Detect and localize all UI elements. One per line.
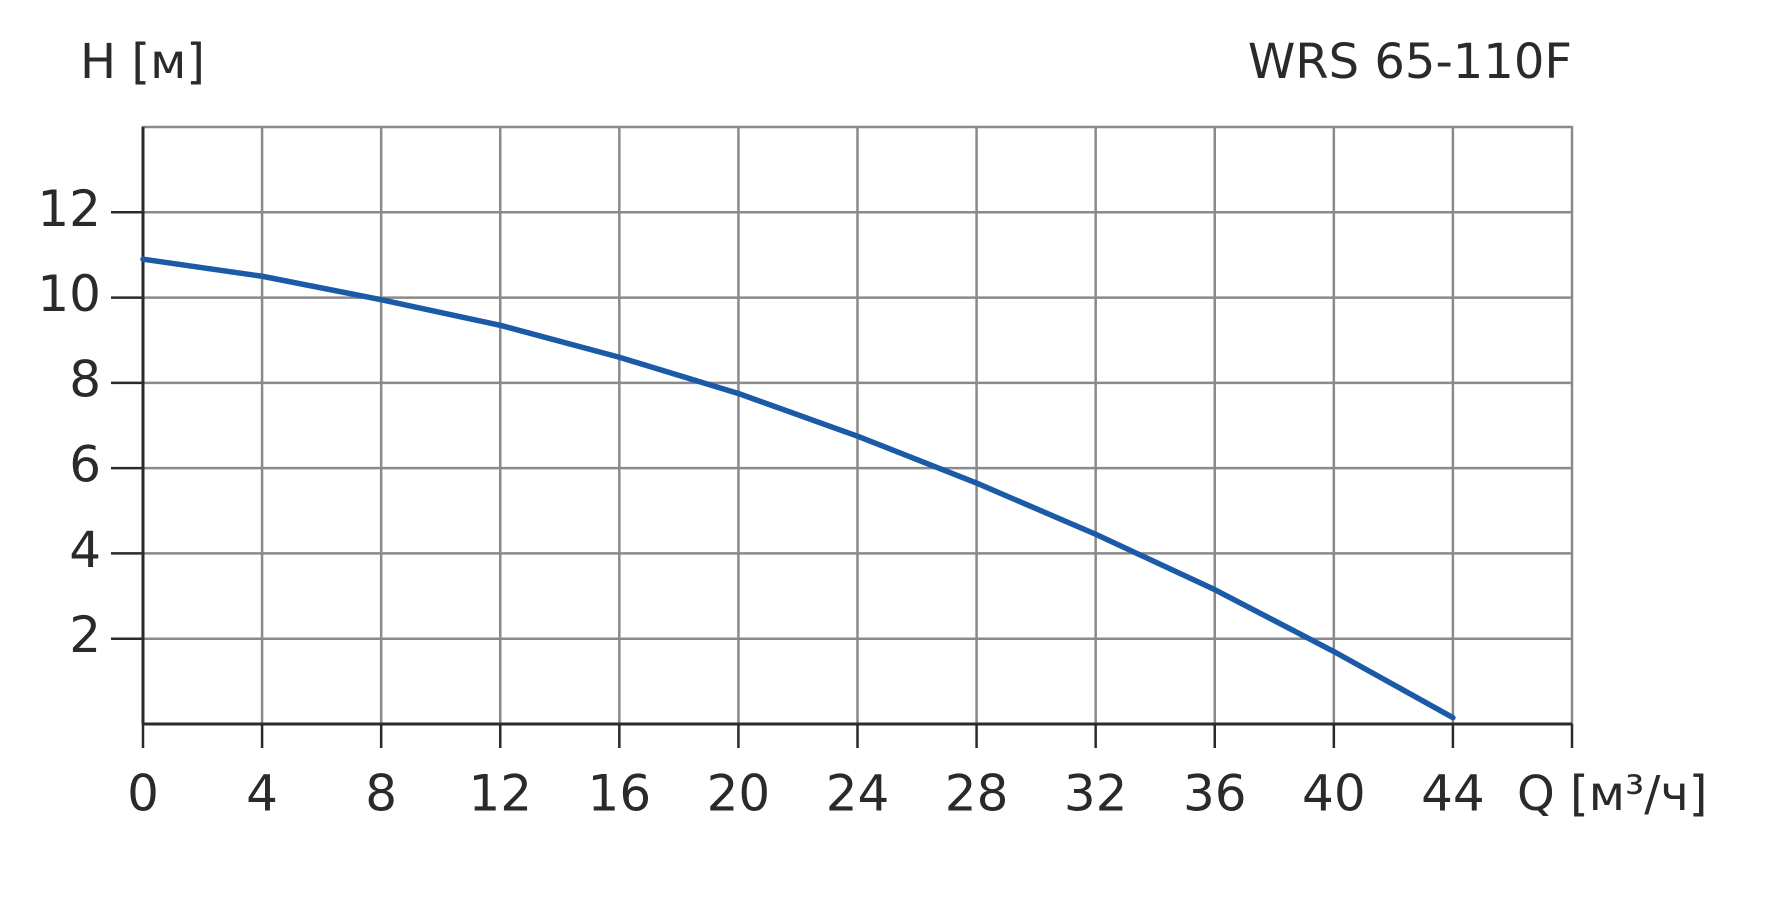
x-tick-label: 8 (365, 765, 397, 823)
x-tick-label: 0 (127, 765, 159, 823)
x-tick-label: 12 (468, 765, 532, 823)
chart-title: WRS 65-110F (1248, 34, 1572, 90)
y-tick-label: 8 (69, 350, 101, 408)
x-tick-label: 20 (707, 765, 771, 823)
data-line (140, 256, 1456, 721)
y-axis-label: H [м] (80, 34, 205, 90)
x-tick-label: 44 (1421, 765, 1485, 823)
y-tick-label: 4 (69, 521, 101, 579)
x-axis-label: Q [м³/ч] (1517, 766, 1707, 822)
x-tick-label: 4 (246, 765, 278, 823)
x-tick-label: 36 (1183, 765, 1247, 823)
x-tick-label: 40 (1302, 765, 1366, 823)
y-tick-label: 12 (37, 180, 101, 238)
x-tick-label: 28 (945, 765, 1009, 823)
x-tick-label: 32 (1064, 765, 1128, 823)
y-tick-label: 10 (37, 265, 101, 323)
x-tick-label: 16 (588, 765, 652, 823)
y-tick-label: 2 (69, 606, 101, 664)
y-tick-label: 6 (69, 436, 101, 494)
x-tick-label: 24 (826, 765, 890, 823)
